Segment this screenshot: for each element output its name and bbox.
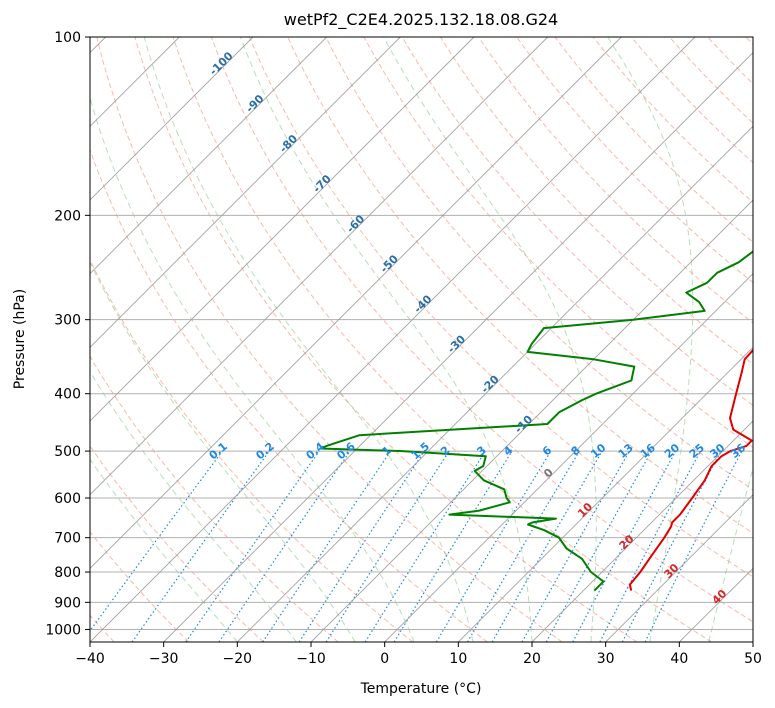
mixing-ratio-line	[90, 450, 223, 632]
isotherm-line	[531, 420, 753, 642]
y-tick-label: 1000	[45, 622, 81, 638]
sounding-series	[319, 250, 753, 592]
moist-adiabat-line	[607, 37, 694, 642]
x-tick-label: 0	[380, 651, 389, 667]
y-axis-ticks: 100 200 300 400 500 600 700 800 900 1000	[45, 30, 90, 638]
moist-adiabat-line	[90, 458, 238, 642]
y-tick-label: 900	[54, 595, 81, 611]
moist-adiabat-line	[708, 466, 753, 642]
chart-title: wetPf2_C2E4.2025.132.18.08.G24	[284, 10, 558, 30]
isotherms	[90, 37, 753, 642]
moist-adiabat-line	[383, 37, 597, 642]
pressure-gridlines	[90, 37, 753, 630]
y-tick-label: 500	[54, 444, 81, 460]
dry-adiabat-line	[210, 37, 753, 623]
dry-adiabat-line	[516, 37, 753, 284]
mixing-ratio-line	[131, 450, 270, 642]
x-tick-label: 20	[523, 651, 541, 667]
isotherm-line	[458, 346, 753, 642]
mixing-ratio-line	[521, 450, 631, 642]
y-tick-label: 800	[54, 565, 81, 581]
dry-adiabat-line	[90, 148, 488, 642]
mixing-ratio-line	[262, 450, 392, 642]
y-axis-label: Pressure (hPa)	[12, 289, 28, 389]
moist-adiabat-line	[143, 37, 474, 642]
dry-adiabat-line	[325, 37, 753, 491]
mixing-ratio-line	[572, 450, 677, 642]
dry-adiabat-line	[401, 37, 753, 406]
x-tick-label: 40	[670, 651, 688, 667]
moist-adiabat-line	[239, 37, 533, 642]
mixing-ratio-lines	[90, 450, 743, 642]
isotherm-line	[90, 37, 327, 275]
mixing-ratio-line	[644, 450, 743, 642]
y-tick-label: 200	[54, 208, 81, 224]
x-tick-label: 50	[744, 651, 762, 667]
moist-adiabat-line	[90, 370, 297, 642]
dry-adiabat-line	[96, 37, 563, 642]
dry-adiabat-line	[90, 258, 414, 642]
y-tick-label: 300	[54, 313, 81, 329]
x-tick-label: −30	[149, 651, 179, 667]
temperature-profile-line	[628, 348, 753, 591]
x-tick-label: 30	[597, 651, 615, 667]
moist-adiabat-line	[90, 260, 356, 642]
isotherm-line	[605, 494, 753, 642]
isotherm-line	[90, 37, 548, 496]
mixing-ratio-line	[298, 450, 425, 642]
isotherm-line	[90, 37, 254, 201]
y-tick-label: 100	[54, 30, 81, 46]
dry-adiabat-line	[90, 355, 339, 642]
y-tick-label: 400	[54, 387, 81, 403]
mixing-ratio-line	[545, 450, 653, 642]
y-tick-label: 700	[54, 531, 81, 547]
dry-adiabat-line	[90, 445, 264, 642]
isotherm-line	[163, 52, 753, 642]
x-tick-label: −10	[296, 651, 326, 667]
isotherm-line	[90, 37, 401, 348]
x-tick-label: 10	[449, 651, 467, 667]
dewpoint-profile-line	[319, 250, 753, 592]
x-axis-ticks: −40 −30 −20 −10 0 10 20 30 40 50	[75, 642, 762, 667]
isotherm-line	[237, 125, 753, 642]
dry-adiabat-line	[134, 37, 638, 642]
isotherm-line	[90, 37, 696, 642]
x-tick-label: −40	[75, 651, 105, 667]
x-tick-label: −20	[223, 651, 253, 667]
mixing-ratio-line	[393, 450, 513, 642]
isotherm-line	[90, 37, 622, 569]
mixing-ratio-line	[325, 450, 450, 642]
dry-adiabat-line	[439, 37, 753, 365]
plot-frame	[89, 36, 754, 643]
mixing-ratio-line	[218, 450, 351, 642]
isotherm-line	[90, 37, 475, 422]
mixing-ratio-line	[185, 450, 320, 642]
dry-adiabat-line	[249, 37, 753, 578]
y-tick-label: 600	[54, 491, 81, 507]
isotherm-line	[310, 199, 753, 642]
dry-adiabat-line	[90, 531, 190, 642]
isotherm-line	[384, 273, 753, 642]
x-axis-label: Temperature (°C)	[360, 681, 482, 697]
